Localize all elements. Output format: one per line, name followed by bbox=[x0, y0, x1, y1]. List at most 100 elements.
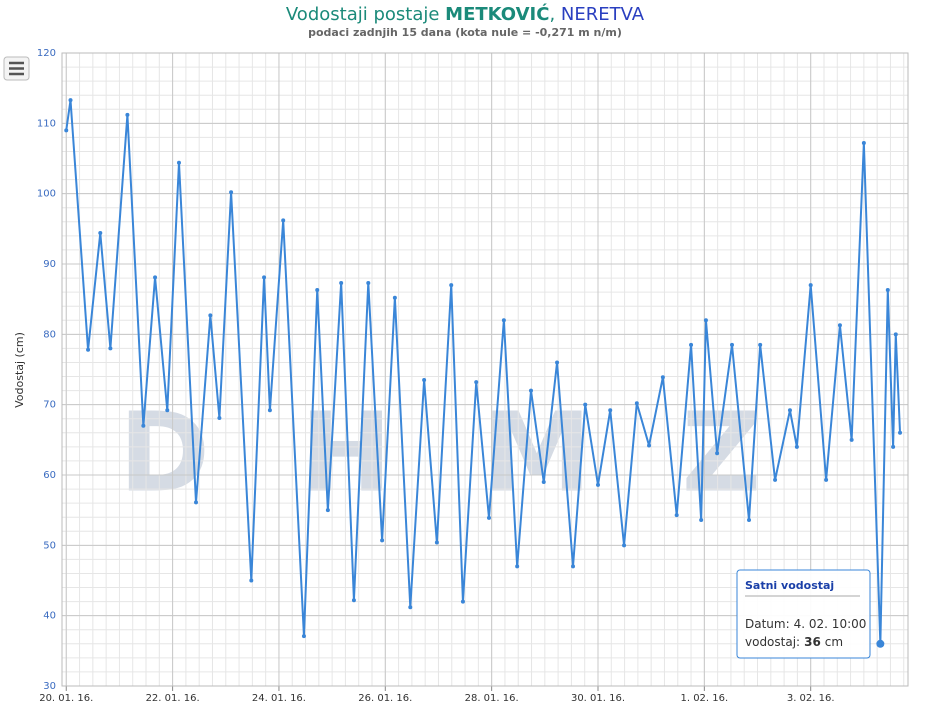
data-point bbox=[153, 275, 158, 280]
y-tick-label: 70 bbox=[43, 400, 56, 411]
data-point bbox=[898, 430, 903, 435]
data-point bbox=[460, 599, 465, 604]
tooltip-value-label: vodostaj: bbox=[745, 635, 800, 649]
tooltip-unit: cm bbox=[825, 635, 843, 649]
data-point bbox=[366, 280, 371, 285]
data-point bbox=[217, 416, 222, 421]
data-point bbox=[773, 477, 778, 482]
y-tick-label: 110 bbox=[37, 118, 56, 129]
data-point bbox=[208, 313, 213, 318]
data-point bbox=[837, 323, 842, 328]
y-tick-label: 100 bbox=[37, 189, 56, 200]
y-tick-label: 50 bbox=[43, 540, 56, 551]
data-point bbox=[351, 598, 356, 603]
tooltip-value: 36 bbox=[804, 635, 821, 649]
data-point bbox=[758, 342, 763, 347]
menu-icon bbox=[9, 61, 24, 76]
data-point bbox=[193, 500, 198, 505]
data-point bbox=[86, 347, 91, 352]
x-tick-label: 22. 01. 16. bbox=[146, 693, 200, 704]
data-point bbox=[422, 378, 427, 383]
data-point bbox=[849, 437, 854, 442]
menu-button[interactable] bbox=[3, 56, 30, 81]
data-point bbox=[281, 218, 286, 223]
data-point bbox=[794, 444, 799, 449]
chart-title: Vodostaji postaje METKOVIĆ, NERETVA bbox=[286, 3, 645, 25]
data-point bbox=[392, 295, 397, 300]
data-point bbox=[165, 408, 170, 413]
data-point bbox=[555, 360, 560, 365]
chart-subtitle: podaci zadnjih 15 dana (kota nule = -0,2… bbox=[308, 26, 622, 39]
data-point bbox=[689, 342, 694, 347]
data-point bbox=[229, 190, 234, 195]
x-tick-label: 30. 01. 16. bbox=[571, 693, 625, 704]
data-point bbox=[674, 513, 679, 518]
y-tick-label: 90 bbox=[43, 259, 56, 270]
watermark: DHMZ bbox=[119, 388, 852, 516]
data-point bbox=[262, 275, 267, 280]
data-point bbox=[824, 477, 829, 482]
data-point bbox=[787, 408, 792, 413]
tooltip-date: 4. 02. 10:00 bbox=[794, 617, 867, 631]
data-point bbox=[267, 408, 272, 413]
data-point bbox=[515, 564, 520, 569]
y-tick-label: 120 bbox=[37, 48, 56, 59]
tooltip-marker bbox=[876, 639, 885, 648]
plot-area: DHMZ 30 40 50 60 70 80 90 100 110 120 20. 01. 16. 22… bbox=[37, 48, 909, 704]
data-point bbox=[647, 443, 652, 448]
data-point bbox=[408, 605, 413, 610]
data-point bbox=[68, 98, 73, 103]
data-point bbox=[434, 540, 439, 545]
data-point bbox=[893, 332, 898, 337]
data-point bbox=[249, 578, 254, 583]
data-point bbox=[380, 538, 385, 543]
x-tick-label: 1. 02. 16. bbox=[680, 693, 728, 704]
y-tick-label: 60 bbox=[43, 470, 56, 481]
data-point bbox=[608, 408, 613, 413]
data-point bbox=[660, 375, 665, 380]
data-point bbox=[703, 318, 708, 323]
data-point bbox=[808, 283, 813, 288]
data-point bbox=[301, 634, 306, 639]
data-point bbox=[583, 402, 588, 407]
data-point bbox=[571, 564, 576, 569]
data-point bbox=[315, 288, 320, 293]
data-point bbox=[622, 543, 627, 548]
y-axis-label: Vodostaj (cm) bbox=[13, 332, 26, 408]
title-part: Vodostaji postaje bbox=[286, 4, 445, 25]
x-tick-label: 24. 01. 16. bbox=[252, 693, 306, 704]
data-point bbox=[528, 388, 533, 393]
tooltip-title: Satni vodostaj bbox=[745, 579, 834, 592]
tooltip: Satni vodostaj Datum: 4. 02. 10:00 vodostaj… bbox=[736, 569, 871, 659]
plot-border bbox=[61, 52, 909, 687]
y-tick-label: 40 bbox=[43, 611, 56, 622]
data-point bbox=[325, 508, 330, 513]
data-point bbox=[501, 318, 506, 323]
data-point bbox=[64, 128, 69, 133]
data-point bbox=[176, 160, 181, 165]
data-point bbox=[474, 380, 479, 385]
tooltip-value-row: vodostaj: 36 cm bbox=[745, 635, 843, 649]
data-point bbox=[108, 346, 113, 351]
data-point bbox=[595, 482, 600, 487]
data-point bbox=[339, 280, 344, 285]
data-point bbox=[486, 515, 491, 520]
x-tick-label: 20. 01. 16. bbox=[39, 693, 93, 704]
title-part: NERETVA bbox=[561, 4, 645, 25]
data-point bbox=[449, 283, 454, 288]
data-point bbox=[715, 451, 720, 456]
data-point bbox=[634, 401, 639, 406]
data-point bbox=[885, 288, 890, 293]
data-point bbox=[98, 231, 103, 236]
y-tick-label: 30 bbox=[43, 681, 56, 692]
data-point bbox=[141, 423, 146, 428]
data-point bbox=[699, 518, 704, 523]
tooltip-box bbox=[736, 569, 871, 659]
tooltip-date-label: Datum: bbox=[745, 617, 790, 631]
y-tick-label: 80 bbox=[43, 329, 56, 340]
data-point bbox=[541, 480, 546, 485]
title-part: , bbox=[549, 4, 560, 25]
data-point bbox=[729, 342, 734, 347]
data-point bbox=[861, 141, 866, 146]
